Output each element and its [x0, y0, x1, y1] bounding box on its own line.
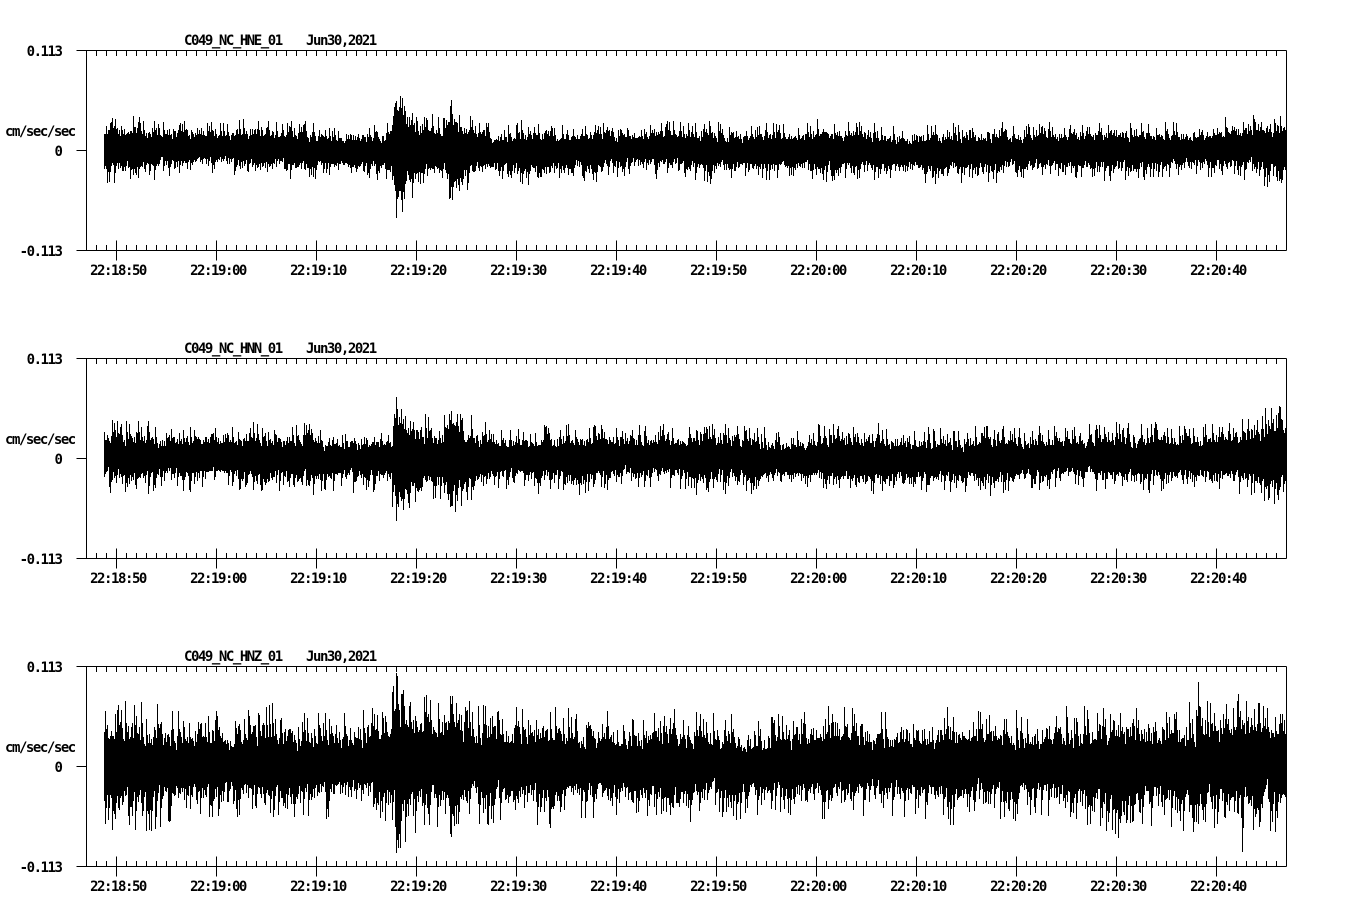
panel-1-xtick-label-8: 22:20:10	[890, 263, 947, 279]
panel-1-xtick-label-7: 22:20:00	[790, 263, 847, 279]
waveform-trace-hnn	[104, 397, 1287, 521]
panel-3-ytick-zero: 0	[54, 760, 63, 776]
panel-2-xtick-label-7: 22:20:00	[790, 571, 847, 587]
panel-3-title-date: Jun30,2021	[306, 649, 377, 665]
panel-3-ytick-max: 0.113	[26, 660, 63, 676]
panel-3-ytick-min: -0.113	[19, 860, 63, 876]
waveform-trace-hnz	[104, 673, 1287, 853]
panel-2-xtick-label-2: 22:19:10	[290, 571, 347, 587]
axes-ticks-panel-2	[76, 358, 1287, 569]
panel-2-ytick-min: -0.113	[19, 552, 63, 568]
panel-1-title-date: Jun30,2021	[306, 33, 377, 49]
panel-3-ylabel-units: cm/sec/sec	[5, 740, 76, 756]
panel-2-title-station: C049_NC_HNN_01	[184, 341, 283, 357]
panel-1-xtick-label-0: 22:18:50	[90, 263, 147, 279]
panel-1-xtick-label-3: 22:19:20	[390, 263, 447, 279]
panel-1-xtick-label-4: 22:19:30	[490, 263, 547, 279]
panel-2-ytick-zero: 0	[54, 452, 63, 468]
panel-3-title-station: C049_NC_HNZ_01	[184, 649, 283, 665]
panel-2-xtick-label-1: 22:19:00	[190, 571, 247, 587]
panel-3-xtick-label-4: 22:19:30	[490, 879, 547, 895]
panel-3-xtick-label-11: 22:20:40	[1190, 879, 1247, 895]
panel-1-xtick-label-10: 22:20:30	[1090, 263, 1147, 279]
panel-3-xtick-label-9: 22:20:20	[990, 879, 1047, 895]
panel-1-ytick-zero: 0	[54, 144, 63, 160]
panel-2-xtick-label-6: 22:19:50	[690, 571, 747, 587]
panel-2-xtick-label-8: 22:20:10	[890, 571, 947, 587]
panel-1-xtick-label-9: 22:20:20	[990, 263, 1047, 279]
axes-ticks-panel-3	[76, 666, 1287, 877]
panel-3-xtick-label-8: 22:20:10	[890, 879, 947, 895]
panel-3-xtick-label-10: 22:20:30	[1090, 879, 1147, 895]
axes-ticks-panel-1	[76, 50, 1287, 261]
panel-3-xtick-label-1: 22:19:00	[190, 879, 247, 895]
panel-3-xtick-label-3: 22:19:20	[390, 879, 447, 895]
panel-2-xtick-label-0: 22:18:50	[90, 571, 147, 587]
panel-2-ylabel-units: cm/sec/sec	[5, 432, 76, 448]
panel-1-ylabel-units: cm/sec/sec	[5, 124, 76, 140]
panel-1-xtick-label-2: 22:19:10	[290, 263, 347, 279]
panel-2-xtick-label-4: 22:19:30	[490, 571, 547, 587]
panel-2-xtick-label-10: 22:20:30	[1090, 571, 1147, 587]
waveform-trace-hne	[104, 96, 1287, 218]
panel-2-ytick-max: 0.113	[26, 352, 63, 368]
panel-1-xtick-label-1: 22:19:00	[190, 263, 247, 279]
panel-3-xtick-label-0: 22:18:50	[90, 879, 147, 895]
panel-3-xtick-label-5: 22:19:40	[590, 879, 647, 895]
panel-2-xtick-label-9: 22:20:20	[990, 571, 1047, 587]
panel-3-xtick-label-6: 22:19:50	[690, 879, 747, 895]
panel-1-xtick-label-11: 22:20:40	[1190, 263, 1247, 279]
panel-1-xtick-label-6: 22:19:50	[690, 263, 747, 279]
panel-2-title-date: Jun30,2021	[306, 341, 377, 357]
panel-1-xtick-label-5: 22:19:40	[590, 263, 647, 279]
panel-3-xtick-label-2: 22:19:10	[290, 879, 347, 895]
panel-2-xtick-label-3: 22:19:20	[390, 571, 447, 587]
panel-2-xtick-label-11: 22:20:40	[1190, 571, 1247, 587]
panel-1-title-station: C049_NC_HNE_01	[184, 33, 283, 49]
panel-3-xtick-label-7: 22:20:00	[790, 879, 847, 895]
panel-2-xtick-label-5: 22:19:40	[590, 571, 647, 587]
panel-1-ytick-min: -0.113	[19, 244, 63, 260]
panel-1-ytick-max: 0.113	[26, 44, 63, 60]
